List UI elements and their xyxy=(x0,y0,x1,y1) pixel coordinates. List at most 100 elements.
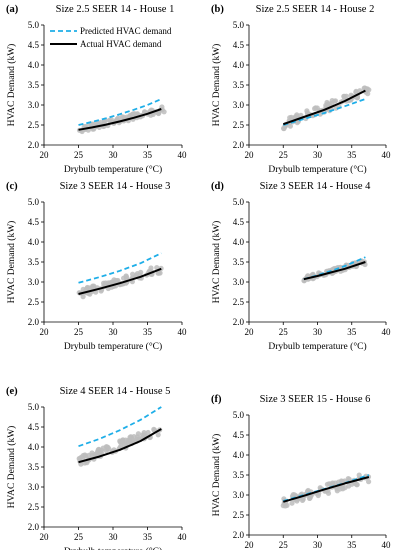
y-tick-label: 2.0 xyxy=(28,140,40,150)
panel-label: (d) xyxy=(211,181,224,192)
x-tick-label: 35 xyxy=(143,327,153,337)
x-axis-label: Drybulb temperature (°C) xyxy=(268,164,366,175)
scatter-point xyxy=(101,281,106,286)
y-tick-label: 4.5 xyxy=(233,40,245,50)
y-tick-label: 5.0 xyxy=(28,197,40,207)
y-tick-label: 3.0 xyxy=(233,490,245,500)
y-tick-label: 5.0 xyxy=(233,410,245,420)
panel-title: Size 2.5 SEER 14 - House 2 xyxy=(256,4,375,15)
scatter-point xyxy=(340,485,345,490)
x-axis-label: Drybulb temperature (°C) xyxy=(268,341,366,352)
scatter-point xyxy=(355,482,360,487)
x-tick-label: 35 xyxy=(347,327,357,337)
x-tick-label: 20 xyxy=(245,327,255,337)
y-tick-label: 3.0 xyxy=(28,482,40,492)
x-tick-label: 20 xyxy=(40,150,50,160)
y-tick-label: 2.0 xyxy=(28,317,40,327)
scatter-point xyxy=(326,491,331,496)
y-tick-label: 2.5 xyxy=(233,510,245,520)
x-tick-label: 30 xyxy=(313,327,323,337)
x-tick-label: 20 xyxy=(245,540,255,550)
x-tick-label: 30 xyxy=(109,150,119,160)
x-tick-label: 35 xyxy=(143,150,153,160)
y-tick-label: 2.5 xyxy=(28,120,40,130)
x-tick-label: 25 xyxy=(74,327,84,337)
y-tick-label: 5.0 xyxy=(28,20,40,30)
x-tick-label: 25 xyxy=(74,150,84,160)
y-axis-label: HVAC Demand (kW) xyxy=(6,44,17,127)
scatter-points xyxy=(77,104,167,134)
y-tick-label: 3.5 xyxy=(233,470,245,480)
scatter-point xyxy=(281,126,286,131)
y-tick-label: 2.0 xyxy=(28,522,40,532)
scatter-point xyxy=(136,431,141,436)
y-axis-label: HVAC Demand (kW) xyxy=(211,221,222,304)
x-axis-label: Drybulb temperature (°C) xyxy=(64,546,162,550)
x-tick-label: 20 xyxy=(40,327,50,337)
scatter-point xyxy=(124,274,129,279)
x-axis-label: Drybulb temperature (°C) xyxy=(64,341,162,352)
scatter-point xyxy=(300,498,305,503)
legend-actual-label: Actual HVAC demand xyxy=(80,39,162,49)
panel-label: (e) xyxy=(6,386,18,397)
x-tick-label: 25 xyxy=(279,540,289,550)
y-tick-label: 3.0 xyxy=(28,277,40,287)
panel-title: Size 2.5 SEER 14 - House 1 xyxy=(56,4,175,15)
scatter-point xyxy=(346,476,351,481)
scatter-point xyxy=(85,285,90,290)
y-tick-label: 4.0 xyxy=(233,60,245,70)
panel-label: (f) xyxy=(211,394,222,405)
x-tick-label: 35 xyxy=(347,150,357,160)
x-tick-label: 20 xyxy=(40,532,50,542)
y-tick-label: 2.0 xyxy=(233,317,245,327)
y-tick-label: 3.0 xyxy=(233,100,245,110)
y-axis-label: HVAC Demand (kW) xyxy=(211,434,222,517)
y-tick-label: 4.0 xyxy=(28,60,40,70)
x-tick-label: 30 xyxy=(109,532,119,542)
x-tick-label: 30 xyxy=(313,150,323,160)
chart-panel-3: (c) Size 3 SEER 14 - House 32.02.53.03.54… xyxy=(6,181,187,352)
scatter-point xyxy=(325,482,330,487)
x-tick-label: 35 xyxy=(143,532,153,542)
x-tick-label: 25 xyxy=(74,532,84,542)
chart-panel-5: (e) Size 4 SEER 14 - House 52.02.53.03.54… xyxy=(6,386,187,550)
x-tick-label: 25 xyxy=(279,150,289,160)
panel-label: (c) xyxy=(6,181,18,192)
x-tick-label: 30 xyxy=(109,327,119,337)
x-tick-label: 30 xyxy=(313,540,323,550)
y-tick-label: 3.0 xyxy=(28,100,40,110)
y-tick-label: 3.5 xyxy=(233,257,245,267)
y-axis-label: HVAC Demand (kW) xyxy=(6,221,17,304)
panel-title: Size 3 SEER 14 - House 3 xyxy=(60,181,171,192)
y-tick-label: 3.0 xyxy=(233,277,245,287)
y-tick-label: 3.5 xyxy=(28,80,40,90)
scatter-points xyxy=(281,473,372,509)
panel-title: Size 4 SEER 14 - House 5 xyxy=(60,386,171,397)
y-tick-label: 2.0 xyxy=(233,530,245,540)
y-tick-label: 2.5 xyxy=(233,120,245,130)
x-tick-label: 25 xyxy=(279,327,289,337)
panel-title: Size 3 SEER 14 - House 4 xyxy=(260,181,372,192)
y-tick-label: 4.5 xyxy=(233,217,245,227)
panel-title: Size 3 SEER 15 - House 6 xyxy=(260,394,371,405)
scatter-point xyxy=(366,479,371,484)
x-tick-label: 40 xyxy=(382,327,392,337)
y-tick-label: 4.5 xyxy=(28,217,40,227)
y-tick-label: 4.5 xyxy=(233,430,245,440)
legend: Predicted HVAC demand Actual HVAC demand xyxy=(50,26,172,49)
y-tick-label: 3.5 xyxy=(233,80,245,90)
y-tick-label: 5.0 xyxy=(233,197,245,207)
y-tick-label: 2.5 xyxy=(233,297,245,307)
legend-predicted-label: Predicted HVAC demand xyxy=(80,26,172,36)
y-tick-label: 5.0 xyxy=(28,402,40,412)
x-tick-label: 40 xyxy=(382,540,392,550)
scatter-point xyxy=(98,450,103,455)
y-axis-label: HVAC Demand (kW) xyxy=(211,44,222,127)
chart-panel-6: (f) Size 3 SEER 15 - House 6 2.0 2.5 3.0 3.5 4… xyxy=(211,394,391,550)
actual-series-line xyxy=(283,477,369,502)
y-tick-label: 2.5 xyxy=(28,297,40,307)
scatter-point xyxy=(346,483,351,488)
scatter-point xyxy=(332,99,337,104)
y-tick-label: 5.0 xyxy=(233,20,245,30)
